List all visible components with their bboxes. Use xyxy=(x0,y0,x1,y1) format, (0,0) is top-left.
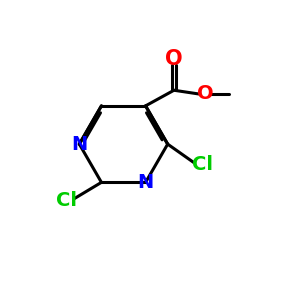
Text: N: N xyxy=(71,135,88,154)
Text: O: O xyxy=(197,84,214,103)
Text: Cl: Cl xyxy=(56,191,77,210)
Text: O: O xyxy=(165,49,183,69)
Text: Cl: Cl xyxy=(193,155,214,174)
Text: N: N xyxy=(137,173,154,192)
